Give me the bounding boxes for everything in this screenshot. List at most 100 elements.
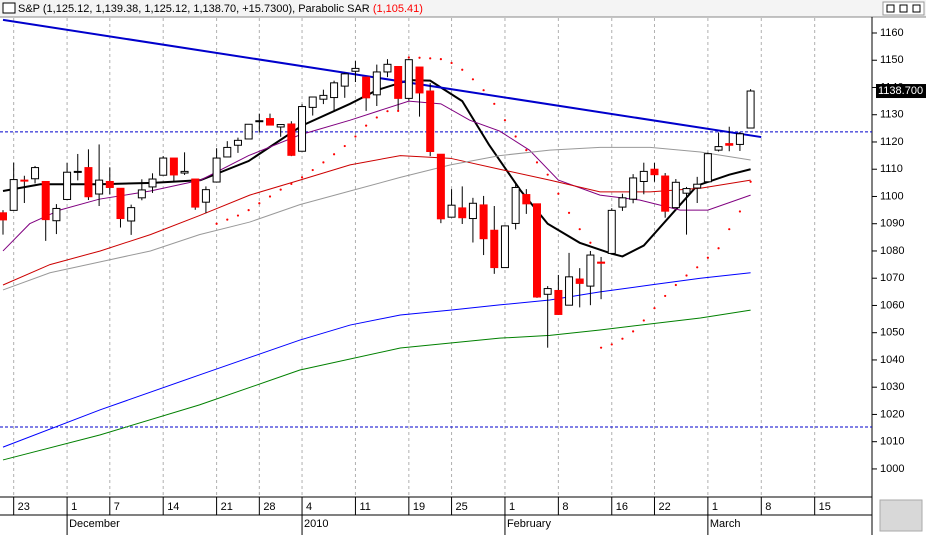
sar-dot bbox=[738, 210, 742, 213]
sar-dot bbox=[375, 116, 378, 119]
candle-body bbox=[31, 167, 40, 180]
button-min[interactable] bbox=[886, 4, 895, 13]
y-tick-label: 1050 bbox=[880, 327, 904, 339]
sar-dot bbox=[386, 110, 389, 113]
y-tick-label: 1080 bbox=[880, 245, 904, 257]
sar-dot bbox=[471, 78, 475, 81]
candle-body bbox=[586, 254, 595, 287]
trendline bbox=[2, 18, 762, 139]
candle-body bbox=[276, 124, 285, 128]
candle-body bbox=[639, 170, 648, 182]
candle-body bbox=[319, 94, 328, 100]
candle-body bbox=[479, 204, 488, 240]
sar-dot bbox=[429, 57, 432, 60]
candle-body bbox=[244, 123, 253, 140]
y-tick-label: 1040 bbox=[880, 354, 904, 366]
candle-body bbox=[212, 157, 221, 183]
window-icon[interactable] bbox=[2, 2, 16, 14]
sar-dot bbox=[674, 283, 677, 287]
sar-dot bbox=[300, 176, 304, 179]
y-tick-label: 1090 bbox=[880, 218, 904, 230]
sar-dot bbox=[215, 222, 218, 225]
x-tick-label: 21 bbox=[221, 501, 233, 513]
candle-body bbox=[543, 288, 552, 295]
candle-body bbox=[447, 204, 456, 218]
sar-dot bbox=[407, 56, 410, 59]
sar-dot bbox=[696, 266, 699, 269]
candle-body bbox=[533, 203, 541, 298]
candle-body bbox=[84, 167, 93, 198]
button-max[interactable] bbox=[899, 4, 908, 13]
candle-body bbox=[105, 180, 114, 188]
window-buttons[interactable] bbox=[882, 1, 925, 16]
y-tick-label: 1150 bbox=[880, 54, 904, 66]
candle-body bbox=[404, 59, 413, 99]
ma-line bbox=[2, 79, 751, 258]
y-tick-label: 1070 bbox=[880, 272, 904, 284]
sar-dot bbox=[632, 330, 635, 333]
y-tick-label: 1030 bbox=[880, 381, 904, 393]
sar-dot bbox=[482, 89, 485, 92]
x-tick-label: 28 bbox=[263, 501, 275, 513]
sar-dot bbox=[728, 228, 731, 231]
x-tick-label: 11 bbox=[359, 501, 370, 513]
sar-dot bbox=[567, 211, 571, 214]
candle-body bbox=[575, 278, 584, 284]
button-close[interactable] bbox=[912, 4, 921, 13]
last-price-box bbox=[876, 84, 926, 99]
x-tick-label: 1 bbox=[509, 501, 515, 513]
candle-body bbox=[714, 146, 723, 151]
sar-dot bbox=[311, 168, 314, 172]
sar-dot bbox=[749, 180, 752, 183]
ma-line bbox=[2, 272, 751, 448]
candle-body bbox=[682, 188, 691, 194]
candle-body bbox=[351, 67, 360, 72]
x-tick-label: 8 bbox=[562, 501, 568, 513]
ma-line bbox=[2, 309, 751, 461]
sar-dot bbox=[461, 68, 464, 71]
candle-body bbox=[383, 63, 392, 73]
sar-dot bbox=[610, 343, 613, 346]
month-label: February bbox=[507, 518, 552, 530]
sar-dot bbox=[290, 182, 293, 186]
sar-dot bbox=[664, 294, 667, 298]
candle-body bbox=[607, 209, 616, 254]
sar-dot bbox=[503, 119, 507, 122]
x-tick-label: 1 bbox=[71, 501, 77, 513]
x-tick-label: 14 bbox=[167, 501, 179, 513]
y-tick-label: 1000 bbox=[880, 463, 904, 475]
candle-body bbox=[73, 170, 82, 173]
candle-body bbox=[41, 180, 50, 221]
sar-dot bbox=[599, 346, 603, 349]
candle-body bbox=[468, 202, 477, 220]
x-tick-label: 1 bbox=[712, 501, 718, 513]
candle-body bbox=[0, 212, 7, 221]
candle-body bbox=[522, 194, 531, 205]
header-bar bbox=[0, 0, 926, 17]
candle-body bbox=[95, 179, 104, 195]
candle-body bbox=[63, 171, 72, 200]
sar-dot bbox=[397, 109, 400, 113]
x-tick-label: 16 bbox=[616, 501, 628, 513]
y-tick-label: 1160 bbox=[880, 27, 904, 39]
candle-body bbox=[233, 139, 242, 146]
x-tick-label: 4 bbox=[306, 501, 312, 513]
sar-dot bbox=[450, 61, 453, 65]
y-tick-label: 1010 bbox=[880, 436, 904, 448]
sar-dot bbox=[653, 307, 656, 310]
sar-dot bbox=[226, 218, 229, 221]
x-tick-label: 25 bbox=[456, 501, 468, 513]
y-tick-label: 1110 bbox=[880, 163, 903, 175]
candle-body bbox=[735, 133, 744, 145]
candle-body bbox=[52, 207, 61, 222]
sar-dot bbox=[236, 214, 240, 217]
candle-body bbox=[201, 189, 210, 203]
candle-body bbox=[661, 175, 670, 212]
ma-line bbox=[2, 155, 751, 286]
candle-body bbox=[436, 153, 445, 220]
sar-dot bbox=[717, 247, 720, 250]
candle-body bbox=[298, 106, 307, 152]
candle-body bbox=[362, 76, 371, 99]
